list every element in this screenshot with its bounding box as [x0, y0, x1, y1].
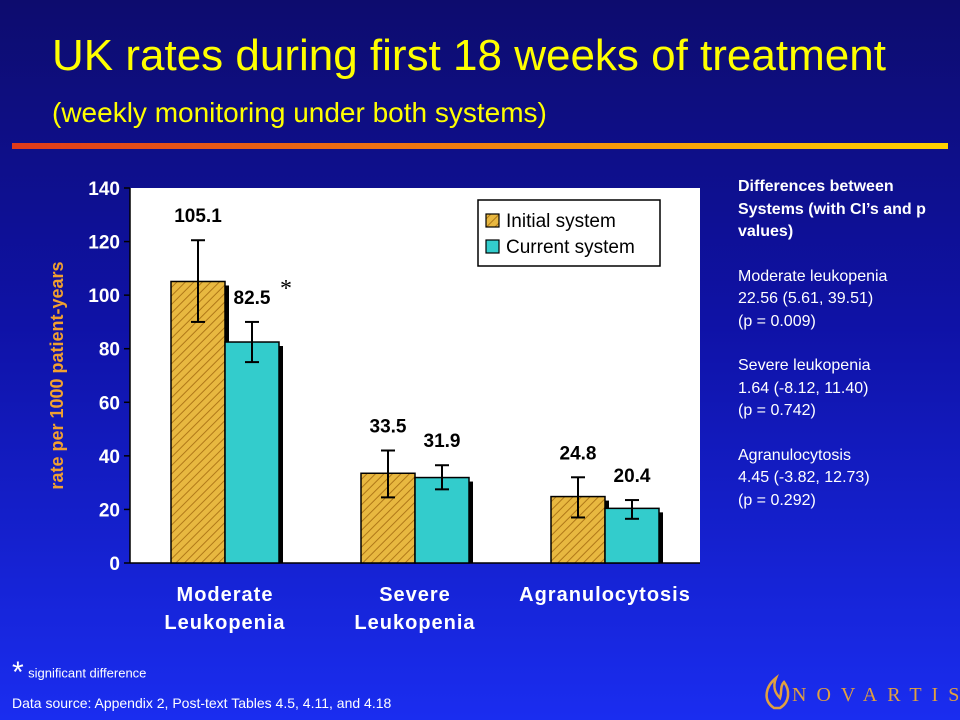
data-label: 31.9: [424, 431, 461, 452]
footnote-text: significant difference: [28, 665, 147, 681]
y-tick-label: 0: [109, 554, 120, 575]
flame-icon: [765, 674, 790, 710]
footnote-star: *: [12, 656, 24, 689]
novartis-logo: [765, 674, 790, 710]
title-rule: [12, 143, 948, 149]
legend: [477, 199, 661, 267]
category-label: Leukopenia: [354, 612, 475, 634]
difference-ci: 1.64 (-8.12, 11.40): [738, 379, 869, 397]
data-label: 20.4: [614, 466, 651, 487]
difference-label: Severe leukopenia: [738, 357, 871, 374]
bar-current-system: [224, 341, 280, 564]
title-main: UK rates during first 18 weeks of treatm…: [52, 31, 886, 80]
difference-label: Agranulocytosis: [738, 446, 851, 464]
page-title: UK rates during first 18 weeks of treatm…: [52, 30, 932, 139]
y-tick-label: 80: [99, 340, 120, 361]
data-label: 24.8: [560, 443, 597, 464]
data-source: Data source: Appendix 2, Post-text Table…: [12, 695, 392, 711]
difference-severe: Severe leukopenia 1.64 (-8.12, 11.40) (p…: [738, 355, 948, 423]
y-tick-label: 100: [88, 286, 120, 307]
novartis-wordmark: NOVARTIS: [792, 684, 960, 706]
footnote: * significant difference: [12, 656, 146, 690]
legend-swatch-initial: [485, 213, 500, 228]
significance-marker: *: [280, 276, 292, 302]
category-label: Moderate: [177, 584, 274, 606]
data-label: 82.5: [234, 288, 271, 309]
y-tick-label: 60: [99, 393, 120, 414]
difference-ci: 4.45 (-3.82, 12.73): [738, 469, 870, 486]
category-label: Agranulocytosis: [519, 584, 691, 606]
legend-label: Initial system: [506, 211, 616, 232]
difference-label: Moderate leukopenia: [738, 267, 888, 285]
y-tick-label: 40: [99, 447, 120, 468]
legend-label: Current system: [506, 237, 635, 258]
y-axis-label: rate per 1000 patient-years: [47, 261, 67, 489]
difference-p: (p = 0.742): [738, 402, 816, 419]
title-subtitle: (weekly monitoring under both systems): [52, 97, 547, 128]
data-label: 33.5: [370, 417, 407, 438]
category-label: Severe: [379, 584, 451, 606]
y-tick-label: 140: [88, 179, 120, 200]
bar-initial-system: [170, 280, 226, 564]
difference-ci: 22.56 (5.61, 39.51): [738, 290, 874, 307]
bar-current-system: [414, 476, 470, 564]
y-tick-label: 20: [99, 500, 120, 521]
difference-agranulocytosis: Agranulocytosis 4.45 (-3.82, 12.73) (p =…: [738, 445, 948, 513]
difference-p: (p = 0.292): [738, 491, 816, 509]
differences-panel: Differences between Systems (with CI’s a…: [738, 176, 948, 534]
data-label: 105.1: [174, 206, 222, 227]
y-tick-label: 120: [88, 233, 120, 254]
legend-swatch-current: [485, 239, 500, 254]
category-label: Leukopenia: [164, 612, 285, 634]
differences-heading: Differences between Systems (with CI’s a…: [738, 178, 926, 240]
difference-p: (p = 0.009): [738, 312, 816, 330]
difference-moderate: Moderate leukopenia 22.56 (5.61, 39.51) …: [738, 266, 948, 334]
